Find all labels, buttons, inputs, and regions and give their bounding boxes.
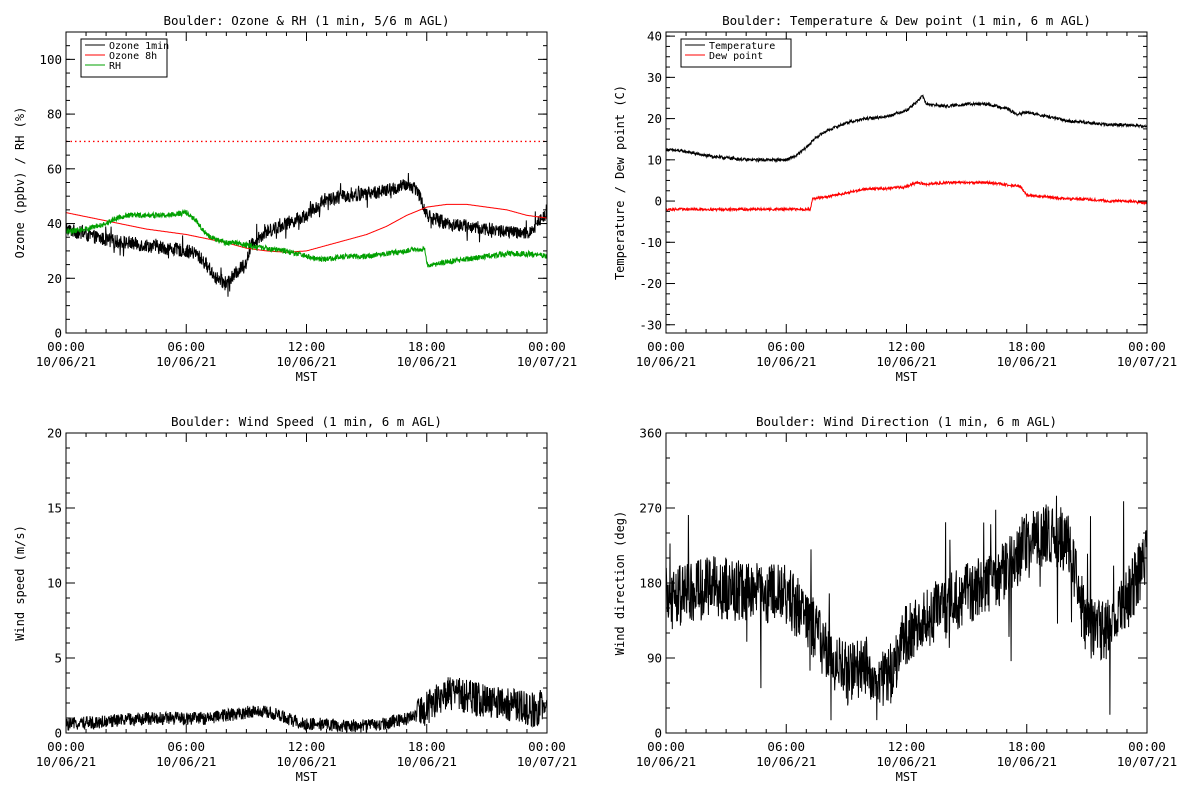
- x-tick-date-label: 10/06/21: [276, 754, 336, 769]
- y-tick-label: 80: [47, 107, 62, 122]
- x-axis-label: MST: [896, 770, 918, 784]
- x-tick-label: 00:00: [528, 339, 566, 354]
- x-tick-date-label: 10/06/21: [997, 354, 1057, 369]
- y-tick-label: 0: [654, 726, 662, 741]
- x-tick-label: 00:00: [647, 339, 685, 354]
- chart-title: Boulder: Wind Speed (1 min, 6 m AGL): [171, 414, 442, 429]
- y-tick-label: 0: [54, 726, 62, 741]
- x-tick-date-label: 10/07/21: [1117, 354, 1177, 369]
- x-tick-date-label: 10/06/21: [876, 754, 936, 769]
- x-tick-date-label: 10/06/21: [156, 754, 216, 769]
- y-tick-label: 180: [639, 576, 662, 591]
- x-tick-label: 06:00: [767, 339, 805, 354]
- x-tick-label: 00:00: [528, 739, 566, 754]
- x-tick-label: 12:00: [288, 339, 326, 354]
- chart-panel: Boulder: Ozone & RH (1 min, 5/6 m AGL) 0 2…: [13, 13, 577, 384]
- x-tick-label: 06:00: [767, 739, 805, 754]
- x-tick-date-label: 10/07/21: [1117, 754, 1177, 769]
- series-line: [66, 208, 547, 268]
- series-line: [666, 495, 1147, 721]
- x-tick-date-label: 10/06/21: [876, 354, 936, 369]
- x-tick-label: 00:00: [1128, 339, 1166, 354]
- chart-title: Boulder: Ozone & RH (1 min, 5/6 m AGL): [164, 13, 450, 28]
- y-tick-label: 40: [647, 29, 662, 44]
- x-tick-date-label: 10/06/21: [36, 354, 96, 369]
- y-axis-label: Ozone (ppbv) / RH (%): [13, 107, 27, 259]
- y-tick-label: 60: [47, 161, 62, 176]
- legend-label: Ozone 8h: [109, 51, 157, 62]
- x-tick-date-label: 10/06/21: [36, 754, 96, 769]
- x-tick-date-label: 10/06/21: [756, 754, 816, 769]
- y-tick-label: 5: [54, 651, 62, 666]
- x-tick-date-label: 10/06/21: [997, 754, 1057, 769]
- legend-label: RH: [109, 61, 121, 72]
- x-tick-date-label: 10/06/21: [156, 354, 216, 369]
- x-tick-label: 06:00: [167, 739, 205, 754]
- y-tick-label: 40: [47, 216, 62, 231]
- x-tick-label: 18:00: [408, 339, 446, 354]
- x-tick-label: 00:00: [647, 739, 685, 754]
- y-axis-label: Temperature / Dew point (C): [613, 85, 627, 280]
- legend-label: Temperature: [709, 41, 775, 52]
- y-tick-label: -10: [639, 235, 662, 250]
- x-tick-date-label: 10/07/21: [517, 354, 577, 369]
- x-tick-date-label: 10/06/21: [397, 354, 457, 369]
- x-tick-label: 12:00: [888, 339, 926, 354]
- y-axis-label: Wind direction (deg): [613, 511, 627, 656]
- y-tick-label: 100: [39, 52, 62, 67]
- chart-title: Boulder: Temperature & Dew point (1 min,…: [722, 13, 1091, 28]
- x-tick-label: 18:00: [1008, 339, 1046, 354]
- chart-panel: Boulder: Wind Speed (1 min, 6 m AGL) 0 5 10…: [13, 414, 577, 784]
- y-tick-label: 0: [654, 194, 662, 209]
- y-tick-label: 20: [647, 111, 662, 126]
- chart-panel: Boulder: Temperature & Dew point (1 min,…: [613, 13, 1177, 384]
- x-axis-label: MST: [896, 370, 918, 384]
- y-tick-label: 30: [647, 70, 662, 85]
- y-tick-label: 0: [54, 326, 62, 341]
- y-tick-label: 10: [47, 576, 62, 591]
- y-tick-label: 270: [639, 501, 662, 516]
- x-tick-date-label: 10/06/21: [397, 754, 457, 769]
- y-tick-label: 360: [639, 426, 662, 441]
- x-tick-label: 18:00: [408, 739, 446, 754]
- x-tick-label: 18:00: [1008, 739, 1046, 754]
- series-line: [666, 94, 1147, 164]
- x-tick-date-label: 10/07/21: [517, 754, 577, 769]
- x-tick-date-label: 10/06/21: [636, 354, 696, 369]
- x-tick-label: 12:00: [288, 739, 326, 754]
- chart-title: Boulder: Wind Direction (1 min, 6 m AGL): [756, 414, 1057, 429]
- y-axis-label: Wind speed (m/s): [13, 525, 27, 641]
- x-axis-label: MST: [296, 370, 318, 384]
- x-tick-label: 00:00: [47, 339, 85, 354]
- x-tick-date-label: 10/06/21: [636, 754, 696, 769]
- legend-box: [680, 38, 792, 68]
- x-axis-label: MST: [296, 770, 318, 784]
- x-tick-date-label: 10/06/21: [756, 354, 816, 369]
- series-line: [66, 203, 547, 253]
- x-tick-label: 12:00: [888, 739, 926, 754]
- series-line: [66, 172, 547, 297]
- x-tick-date-label: 10/06/21: [276, 354, 336, 369]
- chart-panel: Boulder: Wind Direction (1 min, 6 m AGL)…: [613, 414, 1177, 784]
- y-tick-label: 15: [47, 501, 62, 516]
- x-tick-label: 00:00: [1128, 739, 1166, 754]
- legend-label: Dew point: [709, 51, 763, 62]
- x-tick-label: 00:00: [47, 739, 85, 754]
- legend-label: Ozone 1min: [109, 41, 169, 52]
- plot-frame: [665, 31, 1148, 334]
- y-tick-label: -20: [639, 276, 662, 291]
- y-tick-label: 20: [47, 271, 62, 286]
- x-tick-label: 06:00: [167, 339, 205, 354]
- y-tick-label: 10: [647, 152, 662, 167]
- y-tick-label: 20: [47, 426, 62, 441]
- series-line: [666, 179, 1147, 213]
- y-tick-label: -30: [639, 317, 662, 332]
- y-tick-label: 90: [647, 651, 662, 666]
